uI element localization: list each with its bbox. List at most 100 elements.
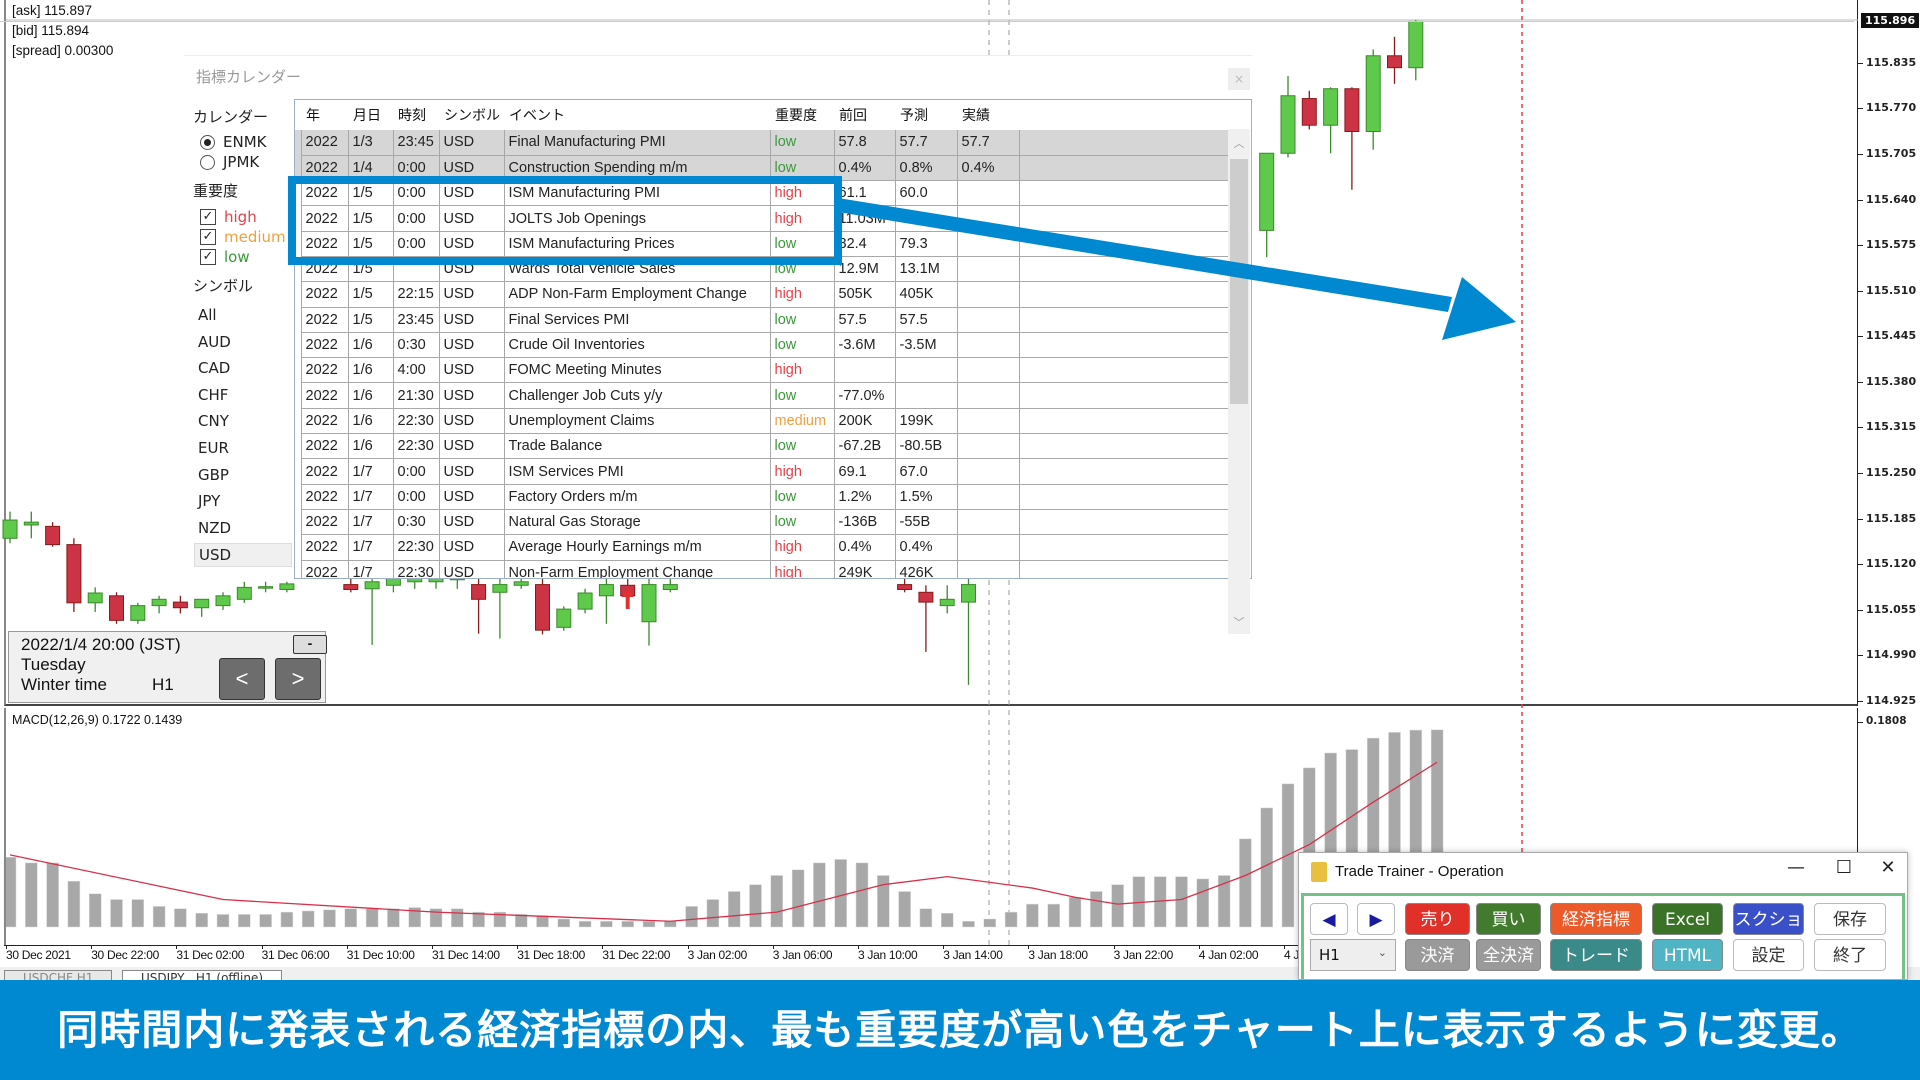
table-row[interactable]: 2022 1/6 22:30 USD Trade Balance low -67.2B -80… (295, 433, 1230, 460)
symbol-item-cny[interactable]: CNY (198, 412, 229, 431)
calendar-title: 指標カレンダー (196, 68, 302, 86)
symbol-cell: USD (438, 180, 505, 207)
table-row[interactable]: 2022 1/7 0:30 USD Natural Gas Storage low -136… (295, 509, 1230, 536)
close-icon[interactable]: × (1228, 68, 1250, 90)
trade-button[interactable]: トレード (1550, 939, 1642, 971)
symbol-item-all[interactable]: All (198, 306, 217, 324)
table-row[interactable]: 2022 1/6 4:00 USD FOMC Meeting Minutes high (295, 357, 1230, 384)
table-row[interactable]: 2022 1/3 23:45 USD Final Manufacturing PMI lo… (295, 130, 1230, 156)
macd-histogram-bar (685, 906, 698, 928)
macd-histogram-bar (706, 899, 720, 928)
macd-histogram-bar (131, 899, 145, 928)
time-cell: 23:45 (392, 307, 440, 333)
column-header[interactable]: イベント (504, 100, 770, 130)
scroll-up-icon[interactable]: ︿ (1233, 137, 1245, 150)
table-row[interactable]: 2022 1/6 22:30 USD Unemployment Claims medium… (295, 408, 1230, 435)
close-window-button[interactable]: ✕ (1880, 857, 1896, 878)
table-scrollbar[interactable]: ︿ ﹀ (1228, 129, 1250, 634)
close-all-button[interactable]: 全決済 (1476, 939, 1541, 971)
symbol-item-nzd[interactable]: NZD (198, 518, 232, 537)
column-header[interactable]: 実績 (957, 100, 1019, 130)
table-row[interactable]: 2022 1/7 22:30 USD Average Hourly Earnings m… (295, 534, 1230, 561)
economic-indicators-button[interactable]: 経済指標 (1550, 903, 1642, 935)
date-cell: 1/6 (347, 357, 394, 384)
date-cell: 1/7 (347, 560, 394, 578)
excel-button[interactable]: Excel (1652, 903, 1723, 935)
table-row[interactable]: 2022 1/5 0:00 USD JOLTS Job Openings high 11.0… (295, 205, 1230, 232)
macd-histogram-bar (216, 914, 230, 928)
symbol-item-gbp[interactable]: GBP (198, 465, 229, 484)
symbol-item-aud[interactable]: AUD (198, 332, 231, 351)
table-row[interactable]: 2022 1/6 21:30 USD Challenger Job Cuts y/y lo… (295, 382, 1230, 409)
checkbox-high[interactable]: ✓ high (200, 208, 257, 226)
scroll-thumb[interactable] (1230, 159, 1248, 404)
time-cell: 0:30 (392, 509, 440, 536)
column-header[interactable]: 年 (301, 100, 348, 130)
time-cell: 23:45 (392, 130, 440, 156)
candle-body (961, 584, 976, 603)
checkbox-low[interactable]: ✓ low (200, 248, 250, 266)
prev-bar-button[interactable]: < (219, 658, 265, 700)
prev-arrow-button[interactable]: ◀ (1310, 903, 1348, 935)
year-cell: 2022 (300, 534, 349, 561)
event-cell: Trade Balance (503, 433, 771, 460)
symbol-item-eur[interactable]: EUR (198, 439, 229, 457)
column-header[interactable]: 前回 (834, 100, 895, 130)
settings-button[interactable]: 設定 (1733, 939, 1804, 971)
screenshot-button[interactable]: スクショ (1733, 903, 1804, 935)
symbol-item-cad[interactable]: CAD (198, 359, 231, 378)
timeframe-select[interactable]: H1 ⌄ (1310, 939, 1396, 971)
scroll-down-icon[interactable]: ﹀ (1233, 616, 1245, 629)
bull-candle (556, 606, 572, 631)
price-chart-pane[interactable] (4, 0, 1858, 706)
symbol-cell: USD (438, 332, 505, 359)
sell-button[interactable]: 売り (1405, 903, 1470, 935)
bear-candle (66, 538, 82, 612)
column-header[interactable]: 時刻 (393, 100, 439, 130)
table-row[interactable]: 2022 1/7 0:00 USD ISM Services PMI high 69.1 67… (295, 458, 1230, 485)
bull-candle (258, 581, 274, 593)
column-header[interactable]: 月日 (348, 100, 393, 130)
radio-jpmk[interactable]: JPMK (200, 153, 259, 171)
column-header[interactable]: シンボル (439, 100, 504, 130)
time-cell: 0:00 (392, 180, 440, 207)
buy-button[interactable]: 買い (1476, 903, 1541, 935)
html-button[interactable]: HTML (1652, 939, 1723, 971)
date-cell: 1/7 (347, 484, 394, 510)
candle-body (172, 601, 188, 609)
minimize-window-button[interactable]: — (1787, 857, 1805, 878)
radio-enmk[interactable]: ENMK (200, 133, 266, 151)
column-header[interactable]: 重要度 (770, 100, 834, 130)
table-row[interactable]: 2022 1/7 0:00 USD Factory Orders m/m low 1.2% 1… (295, 484, 1230, 510)
next-arrow-button[interactable]: ▶ (1357, 903, 1395, 935)
table-row[interactable]: 2022 1/5 0:00 USD ISM Manufacturing PMI high 6… (295, 180, 1230, 207)
column-header[interactable]: 予測 (895, 100, 957, 130)
save-button[interactable]: 保存 (1814, 903, 1886, 935)
blank-cell (1018, 433, 1230, 460)
maximize-window-button[interactable]: ☐ (1835, 857, 1853, 878)
table-row[interactable]: 2022 1/5 23:45 USD Final Services PMI low 57.5… (295, 307, 1230, 333)
year-cell: 2022 (300, 509, 349, 536)
importance-cell: high (769, 357, 835, 384)
checkbox-medium[interactable]: ✓ medium (200, 228, 286, 246)
minimize-button[interactable]: - (293, 635, 327, 654)
table-row[interactable]: 2022 1/5 USD Wards Total Vehicle Sales low 12… (295, 256, 1230, 283)
chevron-down-icon: ⌄ (1377, 946, 1387, 959)
symbol-item-chf[interactable]: CHF (198, 385, 229, 404)
table-row[interactable]: 2022 1/7 22:30 USD Non-Farm Employment Chang… (295, 560, 1230, 578)
actual-cell (956, 231, 1020, 257)
symbol-item-usd[interactable]: USD (194, 543, 292, 568)
symbol-item-jpy[interactable]: JPY (198, 492, 221, 511)
table-row[interactable]: 2022 1/5 0:00 USD ISM Manufacturing Prices lo… (295, 231, 1230, 257)
exit-button[interactable]: 終了 (1814, 939, 1886, 971)
candle-body (215, 595, 231, 607)
table-row[interactable]: 2022 1/5 22:15 USD ADP Non-Farm Employment C… (295, 281, 1230, 308)
time-tick-label: 31 Dec 18:00 (517, 945, 585, 962)
event-cell: Crude Oil Inventories (503, 332, 771, 359)
table-row[interactable]: 2022 1/6 0:30 USD Crude Oil Inventories low -3… (295, 332, 1230, 359)
close-position-button[interactable]: 決済 (1405, 939, 1470, 971)
forecast-cell: 199K (894, 408, 958, 435)
table-row[interactable]: 2022 1/4 0:00 USD Construction Spending m/m l… (295, 155, 1230, 182)
year-cell: 2022 (300, 560, 349, 578)
next-bar-button[interactable]: > (275, 658, 321, 700)
